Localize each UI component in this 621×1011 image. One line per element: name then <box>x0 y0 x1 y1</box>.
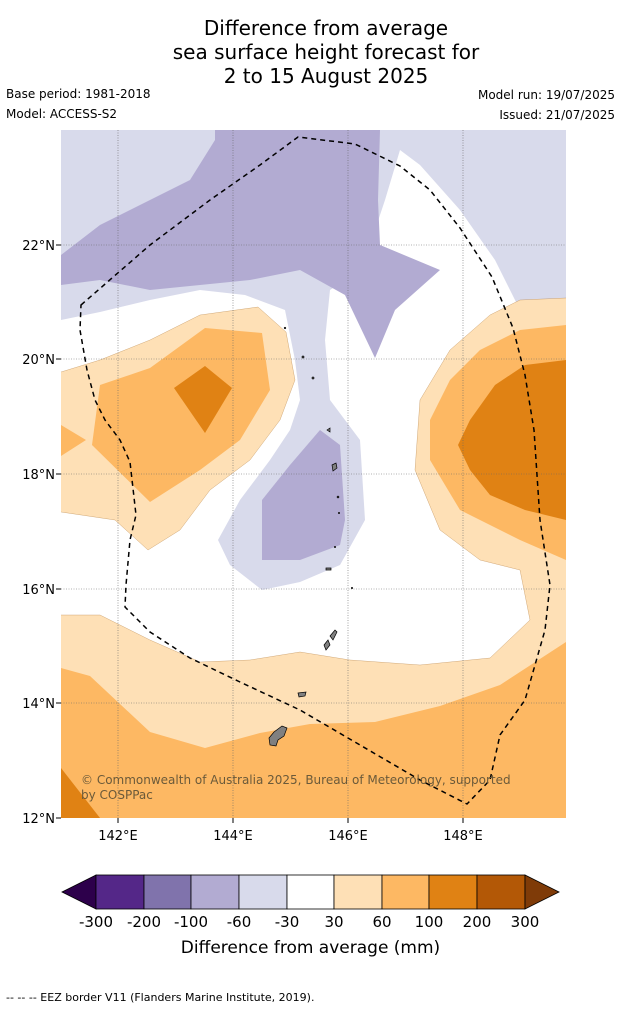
lat-tick-18: 18°N <box>22 468 55 483</box>
colorbar-tick-100: 100 <box>415 913 444 931</box>
gridlines <box>61 130 566 818</box>
island-sarigan <box>333 545 337 549</box>
colorbar-swatch-2 <box>143 874 192 910</box>
colorbar-tick-m200: -200 <box>127 913 161 931</box>
eez-footnote: -- -- -- EEZ border V11 (Flanders Marine… <box>6 991 315 1004</box>
lat-tick-16: 16°N <box>22 583 55 598</box>
island-maug <box>301 355 305 359</box>
lat-tick-14: 14°N <box>22 697 55 712</box>
colorbar-swatch-5 <box>286 874 335 910</box>
lat-tick-22: 22°N <box>22 239 55 254</box>
lon-tick-142: 142°E <box>98 829 138 844</box>
contour-mid-orange-west <box>92 328 270 502</box>
model-text: Model: ACCESS-S2 <box>6 107 118 121</box>
island-saipan <box>329 629 338 641</box>
colorbar-swatch-9 <box>476 874 526 910</box>
colorbar-title: Difference from average (mm) <box>180 938 441 958</box>
model-run-text: Model run: 19/07/2025 <box>477 88 615 102</box>
colorbar-tick-m100: -100 <box>174 913 208 931</box>
title-line-3: 2 to 15 August 2025 <box>223 64 429 88</box>
copyright-line-2: by COSPPac <box>81 788 153 802</box>
island-farallon-medinilla <box>350 586 354 590</box>
lon-tick-144: 144°E <box>213 829 253 844</box>
colorbar-swatch-min <box>61 874 97 910</box>
lat-tick-12: 12°N <box>22 812 55 827</box>
colorbar-tick-200: 200 <box>463 913 492 931</box>
colorbar-tick-m30: -30 <box>275 913 300 931</box>
chart-title: Difference from average sea surface heig… <box>0 16 621 88</box>
lon-tick-146: 146°E <box>328 829 368 844</box>
contour-mid-orange-west-edge <box>61 425 86 456</box>
island-alamagan <box>336 495 340 499</box>
colorbar-swatch-3 <box>190 874 240 910</box>
colorbar-tick-m60: -60 <box>227 913 252 931</box>
contour-mid-purple-south <box>262 430 345 560</box>
contour-dark-orange-west <box>174 366 232 433</box>
colorbar-swatch-8 <box>428 874 478 910</box>
title-line-1: Difference from average <box>203 16 449 40</box>
island-rota <box>297 691 307 698</box>
colorbar <box>61 874 560 910</box>
island-agrihan <box>326 427 331 433</box>
issued-text: Issued: 21/07/2025 <box>499 108 615 122</box>
axis-ticks <box>56 244 464 823</box>
colorbar-tick-m300: -300 <box>79 913 113 931</box>
title-line-2: sea surface height forecast for <box>172 40 480 64</box>
eez-border-line <box>79 136 551 805</box>
contour-mid-orange-south <box>61 642 566 818</box>
island-anatahan <box>325 567 332 571</box>
copyright-line-1: © Commonwealth of Australia 2025, Bureau… <box>81 773 511 787</box>
island-asuncion <box>311 376 315 380</box>
colorbar-swatch-max <box>524 874 560 910</box>
colorbar-swatch-6 <box>333 874 383 910</box>
colorbar-swatch-1 <box>95 874 145 910</box>
colorbar-tick-labels: -300 -200 -100 -60 -30 30 60 100 200 300 <box>79 913 539 931</box>
island-farallon <box>283 326 287 330</box>
lon-tick-labels: 142°E 144°E 146°E 148°E <box>98 829 483 844</box>
colorbar-swatch-7 <box>381 874 430 910</box>
contour-outlines <box>61 297 566 666</box>
islands <box>268 326 354 747</box>
lat-tick-20: 20°N <box>22 353 55 368</box>
map-area <box>61 130 566 818</box>
base-period-text: Base period: 1981-2018 <box>6 87 151 101</box>
colorbar-swatch-4 <box>238 874 288 910</box>
lat-tick-labels: 12°N 14°N 16°N 18°N 20°N 22°N <box>22 239 55 827</box>
copyright-notice: © Commonwealth of Australia 2025, Bureau… <box>81 773 511 802</box>
colorbar-tick-30: 30 <box>324 913 343 931</box>
contour-mid-purple-north <box>61 130 440 358</box>
contour-dark-orange-southwest <box>61 768 100 818</box>
contour-dark-orange-east <box>458 360 566 520</box>
island-pagan <box>331 462 338 472</box>
colorbar-tick-60: 60 <box>372 913 391 931</box>
lon-tick-148: 148°E <box>443 829 483 844</box>
island-guguan <box>337 511 341 515</box>
island-tinian <box>323 639 331 651</box>
colorbar-tick-300: 300 <box>511 913 540 931</box>
island-guam <box>268 725 288 747</box>
